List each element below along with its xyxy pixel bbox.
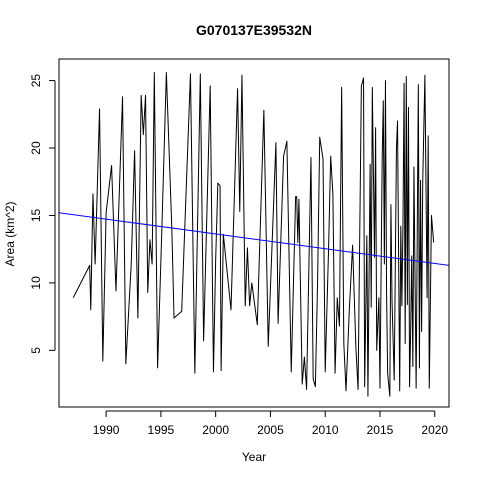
y-tick-label-15: 15 <box>29 208 43 222</box>
x-tick-label-2010: 2010 <box>312 423 339 437</box>
y-axis-title: Area (km^2) <box>3 202 17 267</box>
x-tick-label-2005: 2005 <box>257 423 284 437</box>
x-tick-label-2020: 2020 <box>421 423 448 437</box>
series-line-0 <box>72 71 435 397</box>
y-tick-label-20: 20 <box>29 141 43 155</box>
plot-frame <box>58 58 450 408</box>
x-tick-label-1990: 1990 <box>93 423 120 437</box>
x-axis-title: Year <box>242 450 266 464</box>
y-tick-label-25: 25 <box>29 74 43 88</box>
y-tick-label-5: 5 <box>29 347 43 354</box>
plot-area: 1990 1995 2000 2005 2010 2015 2020 5 10 15 20 25 <box>29 58 450 437</box>
x-tick-label-2015: 2015 <box>367 423 394 437</box>
trend-line <box>59 212 449 266</box>
x-tick-label-1995: 1995 <box>148 423 175 437</box>
x-tick-label-2000: 2000 <box>202 423 229 437</box>
chart-title: G070137E39532N <box>196 22 312 38</box>
y-tick-label-10: 10 <box>29 276 43 290</box>
